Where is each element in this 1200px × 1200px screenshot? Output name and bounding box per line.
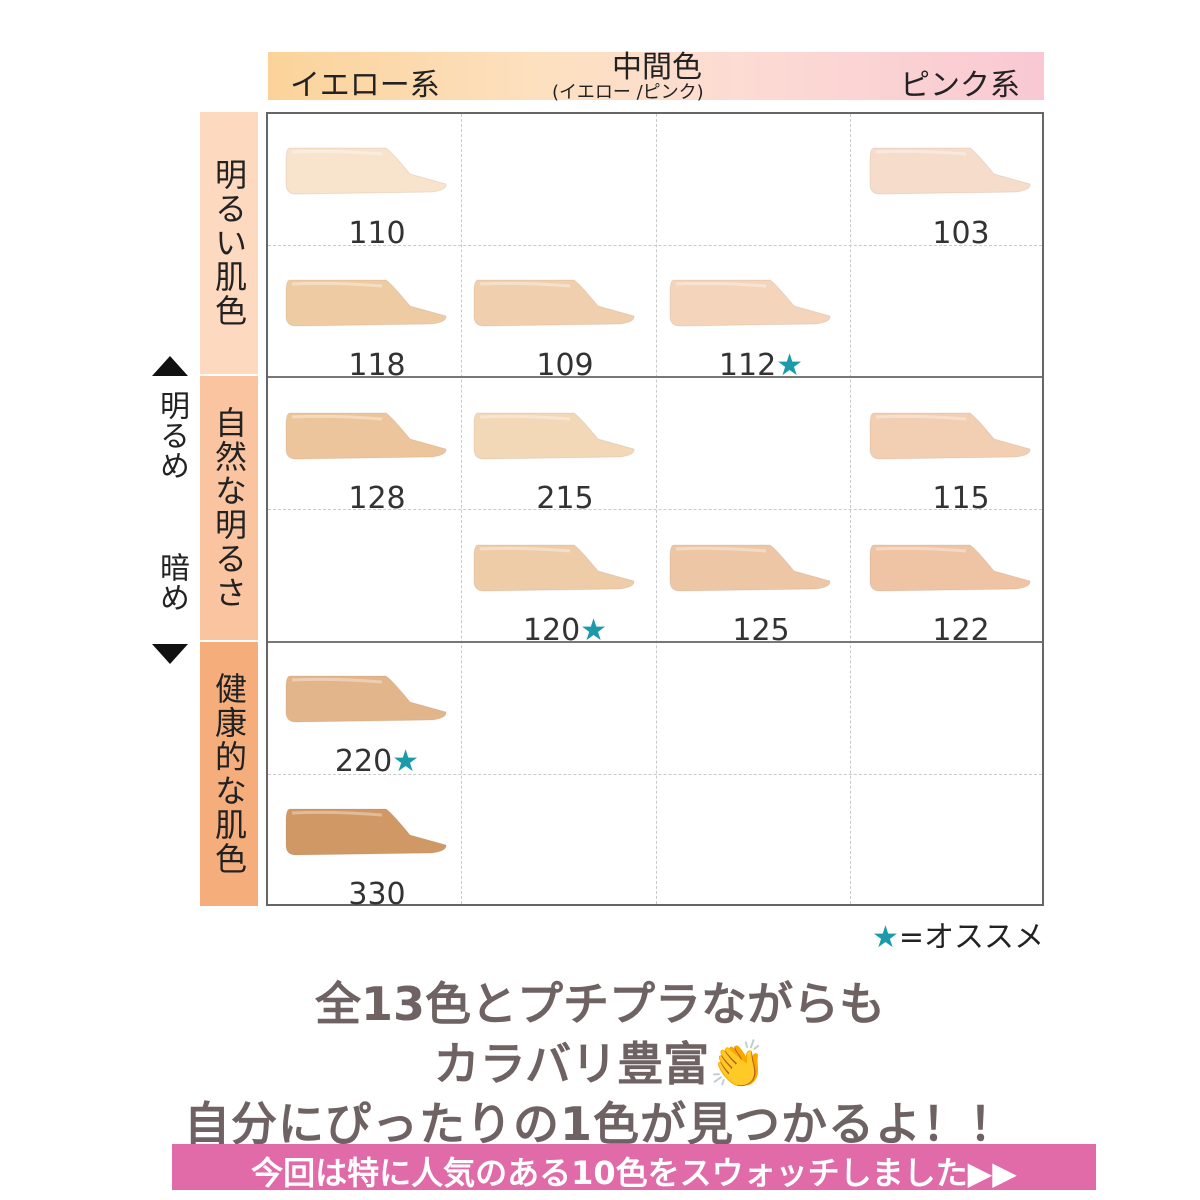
swatch-number: 215 <box>536 481 594 516</box>
category-bright-label: 明るい肌色 <box>210 158 248 328</box>
arrow-up-icon <box>152 356 188 376</box>
arrow-down-icon <box>152 644 188 664</box>
category-natural: 自然な明るさ <box>200 376 258 640</box>
swatch-330: 330 <box>282 801 462 912</box>
category-healthy: 健康的な肌色 <box>200 642 258 906</box>
axis-bright-label: 明るめ <box>154 390 189 480</box>
swatch-smear <box>285 412 447 460</box>
swatch-number: 120★ <box>522 613 608 648</box>
header-yellow-label: イエロー系 <box>290 68 440 103</box>
swatch-number: 128 <box>348 481 406 516</box>
swatch-number: 112★ <box>718 348 804 383</box>
banner: 今回は特に人気のある10色をスウォッチしました▶▶ <box>172 1144 1096 1192</box>
header-middle-label: 中間色 <box>612 50 702 85</box>
swatch-number: 109 <box>536 348 594 383</box>
swatch-122: 122 <box>866 537 1046 648</box>
swatch-smear <box>869 412 1031 460</box>
swatch-smear <box>285 808 447 856</box>
caption-line-1: 全13色とプチプラながらも <box>314 977 885 1031</box>
swatch-125: 125 <box>666 537 846 648</box>
swatch-103: 103 <box>866 140 1046 251</box>
swatch-220: 220★ <box>282 668 462 779</box>
swatch-number: 330 <box>348 877 406 912</box>
swatch-number: 125 <box>732 613 790 648</box>
star-icon: ★ <box>776 348 804 383</box>
swatch-112: 112★ <box>666 272 846 383</box>
legend: ★=オススメ <box>872 912 1044 956</box>
header-middle-sublabel: (イエロー /ピンク) <box>552 82 704 103</box>
swatch-110: 110 <box>282 140 462 251</box>
swatch-grid <box>266 112 1044 906</box>
star-icon: ★ <box>392 744 420 779</box>
swatch-smear <box>285 675 447 723</box>
caption-line-3: 自分にぴったりの1色が見つかるよ！！ <box>183 1097 1016 1151</box>
swatch-smear <box>473 544 635 592</box>
category-natural-label: 自然な明るさ <box>210 406 248 610</box>
swatch-smear <box>473 412 635 460</box>
swatch-120: 120★ <box>470 537 650 648</box>
swatch-smear <box>869 147 1031 195</box>
swatch-115: 115 <box>866 405 1046 516</box>
swatch-118: 118 <box>282 272 462 383</box>
swatch-128: 128 <box>282 405 462 516</box>
swatch-109: 109 <box>470 272 650 383</box>
swatch-215: 215 <box>470 405 650 516</box>
swatch-smear <box>669 544 831 592</box>
swatch-number: 118 <box>348 348 406 383</box>
swatch-number: 103 <box>932 216 990 251</box>
star-icon: ★ <box>872 920 899 955</box>
axis-dark-label: 暗め <box>154 552 189 612</box>
tone-header-bar <box>268 52 1044 100</box>
swatch-smear <box>669 279 831 327</box>
swatch-smear <box>285 279 447 327</box>
swatch-smear <box>869 544 1031 592</box>
swatch-number: 110 <box>348 216 406 251</box>
swatch-smear <box>285 147 447 195</box>
header-pink-label: ピンク系 <box>900 68 1020 103</box>
swatch-number: 220★ <box>334 744 420 779</box>
legend-text: =オススメ <box>898 920 1045 955</box>
swatch-number: 115 <box>932 481 990 516</box>
category-healthy-label: 健康的な肌色 <box>210 672 248 876</box>
star-icon: ★ <box>580 613 608 648</box>
category-bright: 明るい肌色 <box>200 112 258 374</box>
swatch-number: 122 <box>932 613 990 648</box>
caption-line-2: カラバリ豊富👏 <box>433 1037 767 1091</box>
swatch-smear <box>473 279 635 327</box>
banner-text: 今回は特に人気のある10色をスウォッチしました▶▶ <box>251 1154 1017 1192</box>
